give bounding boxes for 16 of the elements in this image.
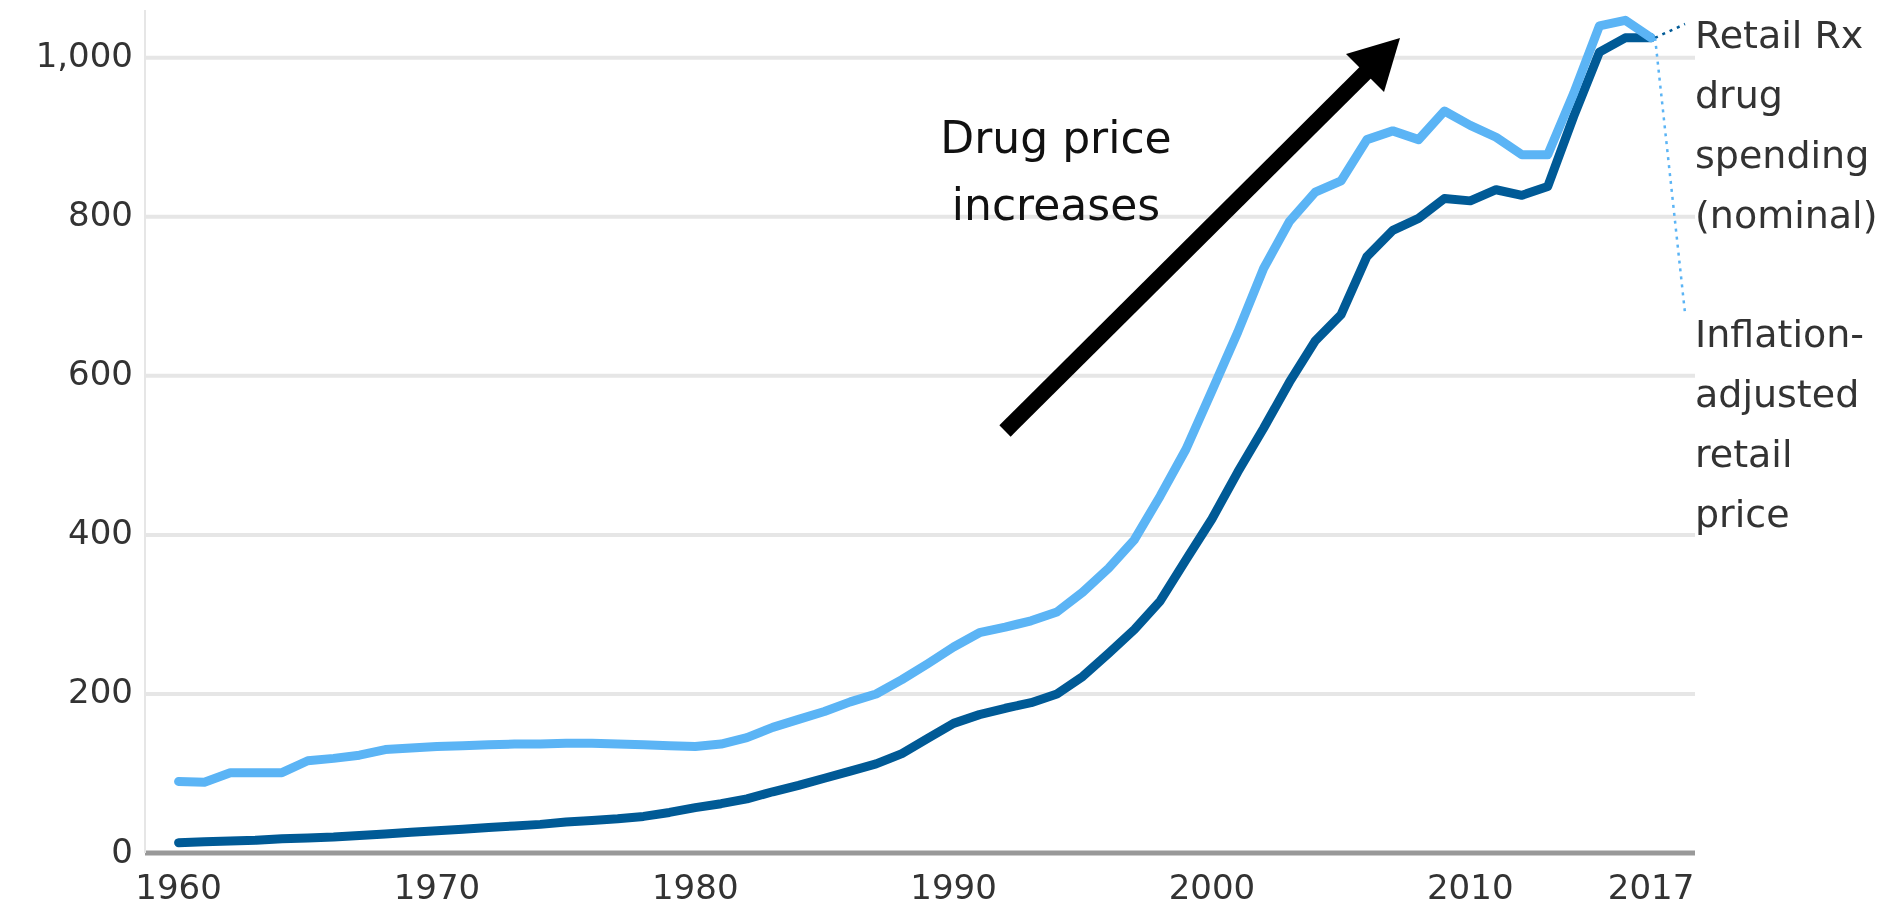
y-tick-label: 600 [68,353,133,394]
annotation: Drug price increases [940,112,1172,230]
x-tick-label: 2017 [1607,867,1695,907]
x-tick-label: 1960 [135,867,222,907]
x-tick-label: 2000 [1168,867,1256,907]
x-tick-label: 1970 [393,867,481,907]
x-tick-label: 2010 [1426,867,1514,907]
y-tick-label: 400 [68,512,133,553]
y-tick-label: 0 [111,830,133,871]
x-tick-label: 1980 [651,867,739,907]
text: Inflation-adjusted retail price [1695,312,1865,536]
y-tick-label: 1,000 [35,35,133,76]
x-tick-label: 1990 [910,867,997,907]
legend-label: Retail Rx drug spending (nominal) [1695,13,1878,237]
y-tick-label: 800 [68,194,133,235]
y-tick-label: 200 [68,671,133,712]
